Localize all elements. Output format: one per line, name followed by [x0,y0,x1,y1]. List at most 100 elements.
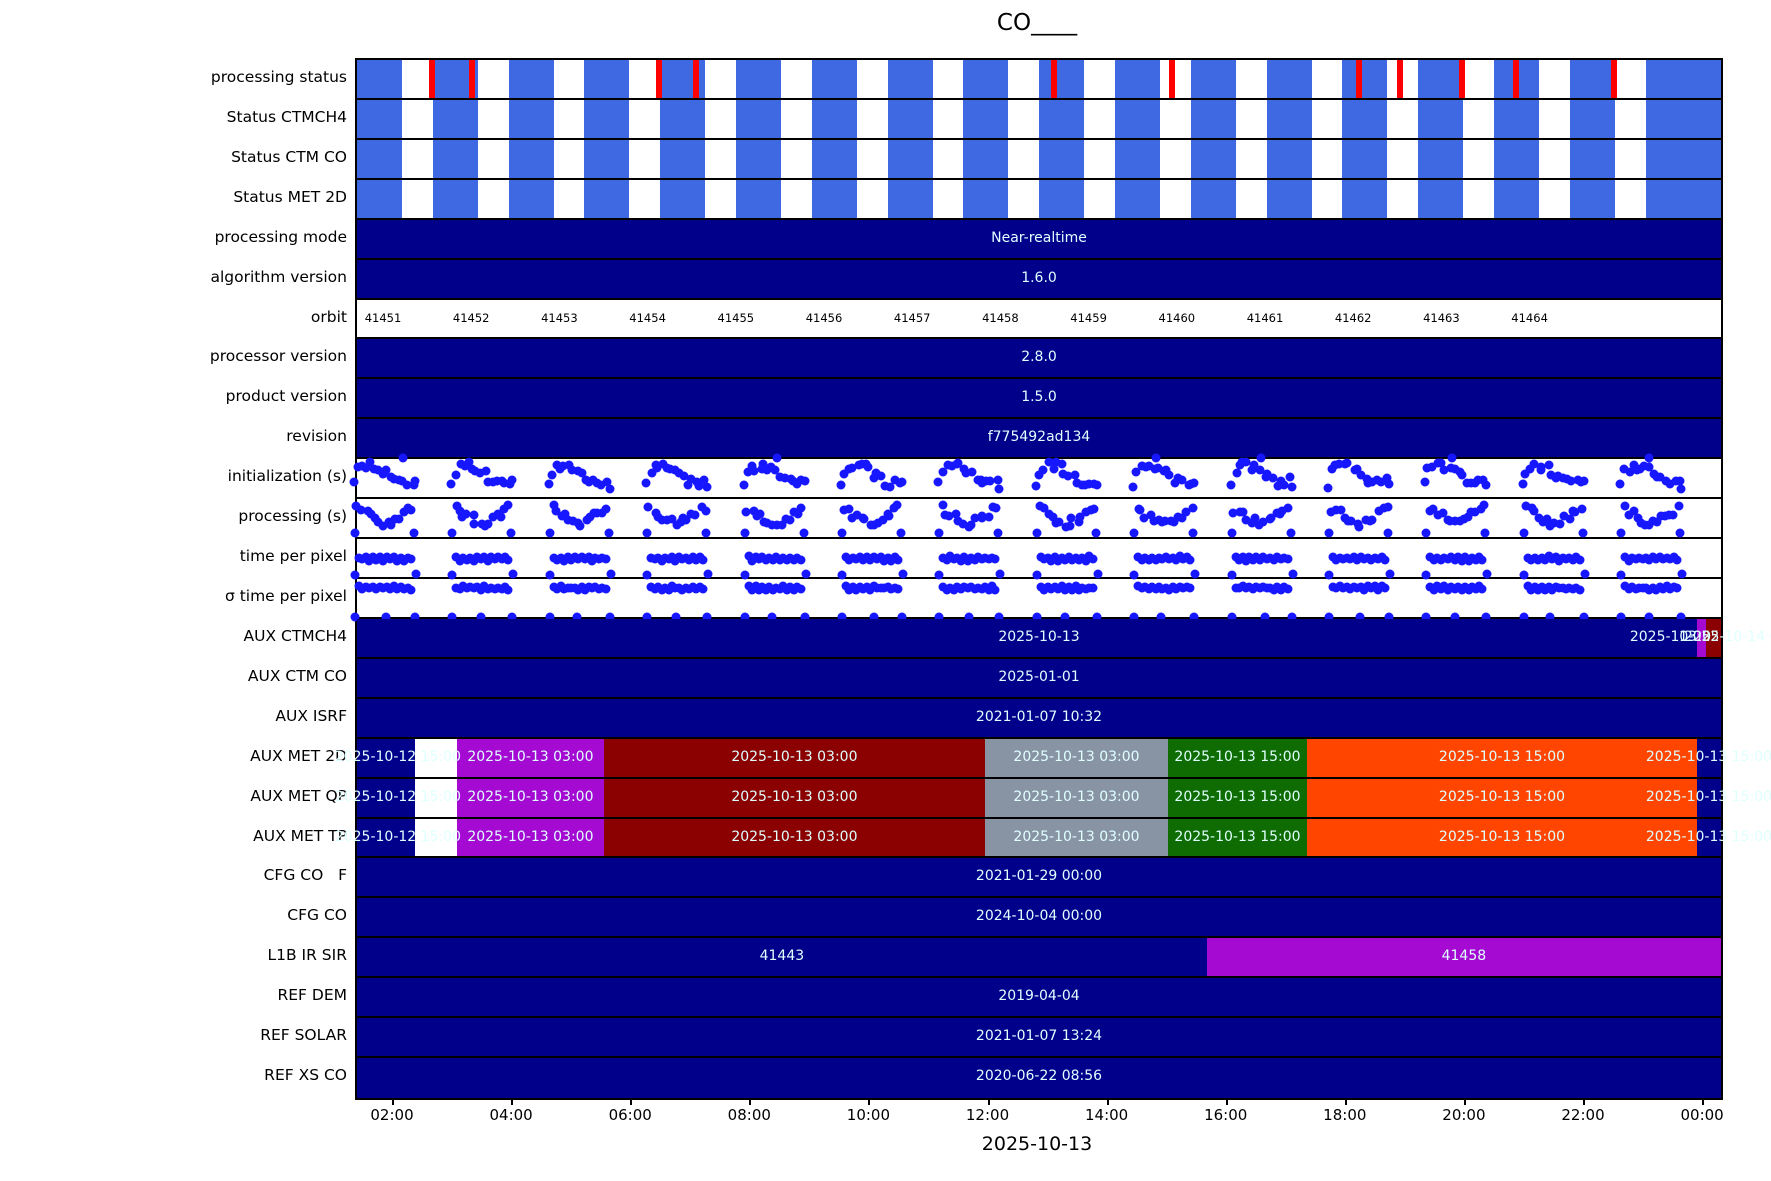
scatter-dot [1237,457,1247,467]
scatter-dot [839,505,849,515]
segment-label: 2025-10-13 03:00 [1013,788,1140,805]
scatter-dot [758,459,768,469]
status-block [736,179,781,218]
status-block [811,179,857,218]
scatter-dot [1177,513,1187,523]
scatter-dot [1081,556,1091,566]
x-tick [511,1098,514,1105]
x-tick-label: 08:00 [727,1106,771,1124]
scatter-dot [1534,513,1544,523]
scatter-dot [1051,457,1061,467]
row-label-aux-ctm-co: AUX CTM CO [247,666,347,685]
scatter-dot [349,477,359,487]
scatter-dot [1625,467,1635,477]
bar-value: 2021-01-07 13:24 [975,1028,1103,1045]
scatter-dot [896,528,906,538]
scatter-dot [1057,459,1067,469]
scatter-dot [985,476,995,486]
scatter-dot [1153,463,1163,473]
timeline-segment [357,778,415,817]
bar-overlap-label: 13:52 [1678,628,1720,645]
scatter-dot [1285,472,1295,482]
plot-area: Near-realtime 1.6.0 41451 41452 41453 41454 41… [335,58,1771,1100]
scatter-dot [506,528,516,538]
row-cfg-co: 2024-10-04 00:00 [357,898,1721,939]
status-block [1645,99,1721,138]
scatter-dot [869,473,879,483]
row-label-processing-mode: processing mode [214,227,347,246]
scatter-dot [559,556,569,566]
status-block [1569,99,1615,138]
scatter-dot [694,481,704,491]
scatter-dot [585,512,595,522]
bar-value: 2021-01-07 10:32 [975,708,1103,725]
scatter-dot [873,518,883,528]
scatter-dot [847,463,857,473]
scatter-dot [394,514,404,524]
scatter-dot [642,570,652,580]
row-ref-xs-co: 2020-06-22 08:56 [357,1058,1721,1098]
scatter-dot [836,480,846,490]
scatter-dot [780,473,790,483]
timeline-segment [1168,738,1308,777]
scatter-dot [1633,513,1643,523]
scatter-dot [499,478,509,488]
scatter-dot [1287,482,1297,492]
scatter-dot [1228,508,1238,518]
row-label-ref-xs-co: REF XS CO [264,1066,347,1085]
scatter-dot [1542,514,1552,524]
x-tick-label: 00:00 [1680,1106,1724,1124]
x-tick [392,1098,394,1105]
scatter-dot [1652,517,1662,527]
scatter-dot [350,528,360,538]
timeline-segment [456,818,604,857]
scatter-dot [1644,612,1654,622]
scatter-dot [1384,612,1394,622]
bar-value: f775492ad134 [987,429,1091,446]
scatter-dot [1091,528,1101,538]
scatter-dot [1034,470,1044,480]
scatter-dot [564,460,574,470]
scatter-dot [1227,570,1237,580]
segment-label: 2025-10-13 15:00 [1438,748,1566,765]
scatter-dot [1421,612,1431,622]
x-tick-label: 18:00 [1323,1106,1367,1124]
orbit-number: 41452 [452,310,490,325]
status-block [887,99,933,138]
scatter-dot [1577,504,1587,514]
scatter-dot [994,484,1004,494]
scatter-dot [461,509,471,519]
scatter-dot [1342,458,1352,468]
row-aux-met-tp: 2025-10-12 15:00 2025-10-13 03:00 2025-10-… [335,818,1771,859]
scatter-dot [469,519,479,529]
scatter-dot [567,465,577,475]
scatter-dot [545,528,555,538]
status-block [963,99,1009,138]
scatter-dot [1283,503,1293,513]
scatter-dot [863,462,873,472]
scatter-dot [933,477,943,487]
scatter-dot [1354,522,1364,532]
scatter-dot [572,612,582,622]
scatter-dot [839,469,849,479]
scatter-dot [652,463,662,473]
scatter-dot [1129,612,1139,622]
scatter-dot [1139,513,1149,523]
scatter-dot [1470,507,1480,517]
scatter-dot [1181,507,1191,517]
status-block [357,179,402,218]
scatter-dot [1672,583,1682,593]
scatter-dot [994,612,1004,622]
timeline-segment [357,818,415,857]
row-label-time-per-pixel: time per pixel [239,547,347,566]
x-tick-label: 16:00 [1204,1106,1248,1124]
scatter-dot [406,554,416,564]
x-tick [630,1098,633,1105]
scatter-dot [1066,513,1076,523]
scatter-dot [1553,471,1563,481]
timeline-segment [414,778,457,817]
scatter-dot [674,468,684,478]
row-status-ctm-co [357,139,1721,180]
